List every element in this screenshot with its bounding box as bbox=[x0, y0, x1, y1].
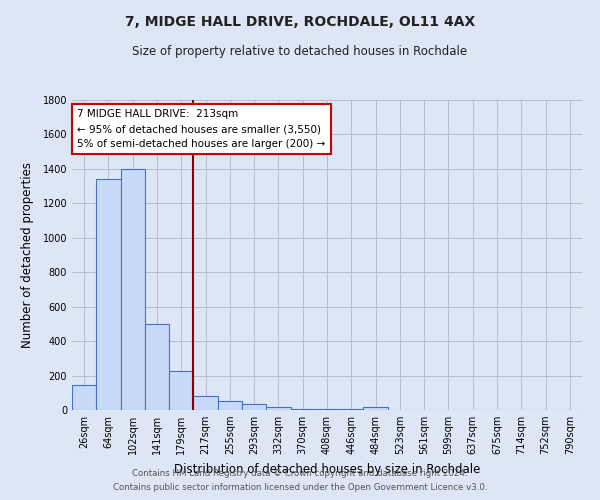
Bar bbox=[145, 324, 169, 410]
Bar bbox=[290, 408, 315, 410]
Bar bbox=[315, 408, 339, 410]
Bar bbox=[193, 396, 218, 410]
Bar bbox=[242, 404, 266, 410]
Y-axis label: Number of detached properties: Number of detached properties bbox=[21, 162, 34, 348]
Text: Contains public sector information licensed under the Open Government Licence v3: Contains public sector information licen… bbox=[113, 484, 487, 492]
Bar bbox=[121, 169, 145, 410]
Text: 7, MIDGE HALL DRIVE, ROCHDALE, OL11 4AX: 7, MIDGE HALL DRIVE, ROCHDALE, OL11 4AX bbox=[125, 15, 475, 29]
Bar bbox=[364, 406, 388, 410]
X-axis label: Distribution of detached houses by size in Rochdale: Distribution of detached houses by size … bbox=[174, 462, 480, 475]
Text: Size of property relative to detached houses in Rochdale: Size of property relative to detached ho… bbox=[133, 45, 467, 58]
Bar bbox=[266, 406, 290, 410]
Bar bbox=[72, 385, 96, 410]
Bar bbox=[96, 179, 121, 410]
Bar bbox=[169, 371, 193, 410]
Text: Contains HM Land Registry data © Crown copyright and database right 2024.: Contains HM Land Registry data © Crown c… bbox=[132, 468, 468, 477]
Text: 7 MIDGE HALL DRIVE:  213sqm
← 95% of detached houses are smaller (3,550)
5% of s: 7 MIDGE HALL DRIVE: 213sqm ← 95% of deta… bbox=[77, 110, 325, 149]
Bar bbox=[218, 402, 242, 410]
Bar bbox=[339, 409, 364, 410]
